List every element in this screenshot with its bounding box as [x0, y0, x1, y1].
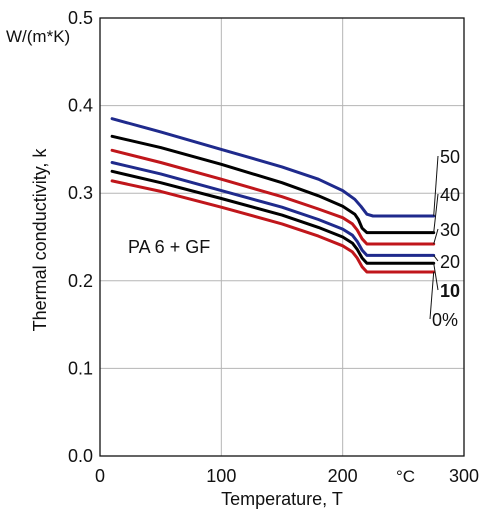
y-tick-label: 0.2 — [68, 271, 93, 291]
y-tick-label: 0.0 — [68, 446, 93, 466]
series-leader-lines — [429, 155, 439, 320]
series-labels: 50 40 30 20 10 0% — [432, 147, 460, 330]
x-tick-labels: 0 100 200 300 — [95, 466, 479, 486]
y-tick-label: 0.1 — [68, 358, 93, 378]
x-axis-title: Temperature, T — [221, 489, 343, 509]
y-unit-label: W/(m*K) — [6, 27, 70, 46]
series-line-30 — [110, 148, 436, 246]
series-leader-line — [433, 155, 439, 217]
series-leader-line — [433, 228, 439, 245]
x-tick-label: 300 — [449, 466, 479, 486]
series-label-20: 20 — [440, 252, 460, 272]
series-label-40: 40 — [440, 185, 460, 205]
series-label-0pct: 0% — [432, 310, 458, 330]
series-line-40 — [110, 134, 436, 235]
y-axis-title: Thermal conductivity, k — [30, 148, 50, 332]
y-tick-label: 0.3 — [68, 183, 93, 203]
plot-frame — [99, 17, 465, 457]
series-line-10 — [110, 169, 436, 265]
series-line-0pct — [110, 179, 436, 274]
series-leader-line — [433, 263, 439, 291]
series-label-10: 10 — [440, 281, 460, 301]
x-tick-label: 200 — [328, 466, 358, 486]
x-tick-label: 0 — [95, 466, 105, 486]
series-line-50 — [110, 117, 436, 218]
series-label-50: 50 — [440, 147, 460, 167]
series-lines — [110, 117, 436, 274]
series-label-30: 30 — [440, 220, 460, 240]
x-tick-label: 100 — [206, 466, 236, 486]
series-leader-line — [429, 271, 435, 320]
y-tick-labels: 0.0 0.1 0.2 0.3 0.4 0.5 — [68, 8, 93, 466]
y-tick-label: 0.5 — [68, 8, 93, 28]
y-tick-label: 0.4 — [68, 96, 93, 116]
grid-lines — [100, 18, 464, 456]
material-annotation: PA 6 + GF — [128, 237, 210, 257]
x-unit-label: °C — [396, 467, 415, 486]
series-line-20 — [110, 161, 436, 257]
series-leader-line — [433, 255, 439, 262]
series-leader-line — [433, 193, 439, 233]
